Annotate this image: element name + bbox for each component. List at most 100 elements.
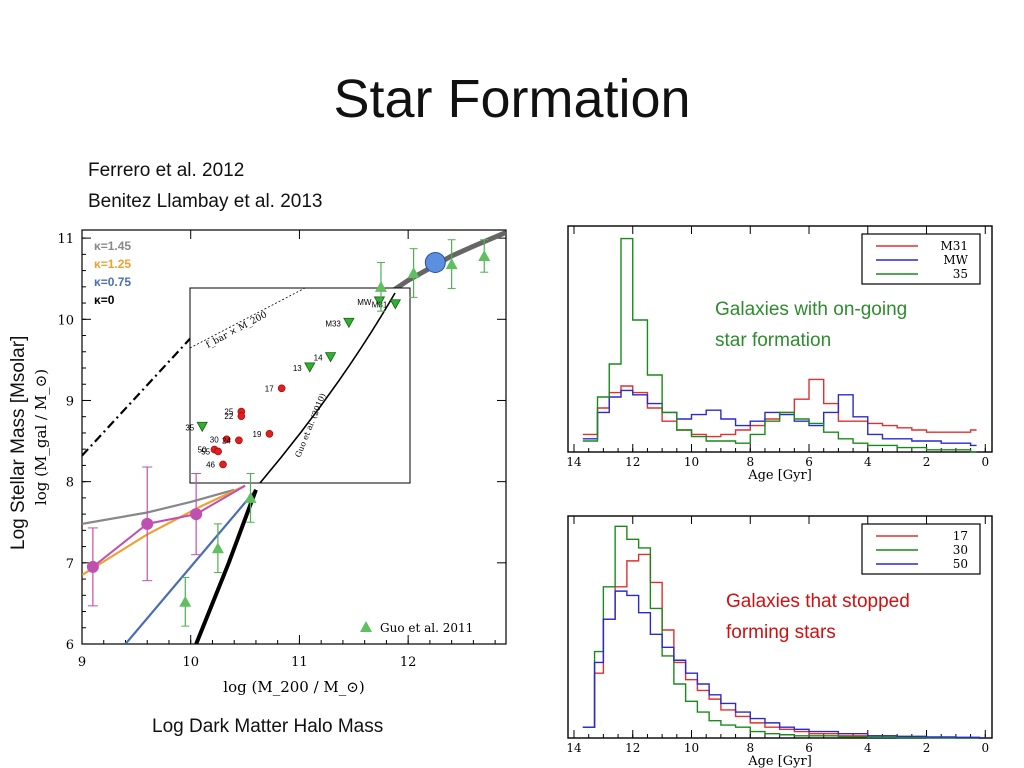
inset-galaxy-55 — [214, 447, 222, 456]
inset-galaxy-19 — [265, 429, 274, 438]
inset-guo-curve — [259, 292, 396, 484]
y-tick-label: 6 — [66, 638, 74, 653]
guo-point — [179, 595, 192, 607]
stopped-sf-caption-line-1: Galaxies that stopped — [726, 591, 910, 612]
inset-label-22: 22 — [224, 412, 233, 421]
inset-label-50: 50 — [198, 446, 207, 455]
hist-x-axis-label: Age [Gyr] — [747, 468, 812, 482]
y-tick-label: 10 — [57, 313, 74, 328]
guo-legend-marker — [360, 621, 372, 632]
hist-legend-label-1: MW — [943, 253, 968, 267]
stellar-mass-axis-title: Log Stellar Mass [Msolar] — [8, 335, 29, 550]
hist-series-M31 — [582, 378, 977, 438]
hist-legend-box — [861, 233, 981, 285]
hist-legend-box — [861, 523, 981, 575]
inset-galaxy-24 — [235, 436, 243, 445]
hist-legend-label-0: M31 — [940, 239, 968, 253]
inset-galaxy-35 — [196, 421, 208, 433]
hist-x-tick-label: 10 — [684, 741, 699, 755]
dwarf-point — [86, 560, 99, 573]
inset-label-MW: MW — [357, 298, 372, 307]
inset-label-25: 25 — [224, 408, 233, 417]
plot-frame — [81, 229, 507, 645]
inset-galaxy-14 — [324, 352, 337, 363]
hist-x-tick-label: 14 — [566, 741, 582, 755]
inset-galaxy-22 — [237, 412, 246, 420]
inset-galaxy-MW — [373, 296, 386, 307]
inset-galaxy-46 — [219, 460, 227, 469]
hist-x-tick-label: 6 — [805, 741, 813, 755]
y-tick-label: 8 — [66, 476, 74, 491]
guo-point — [478, 249, 491, 261]
inset-label-19: 19 — [253, 430, 262, 439]
hist-x-tick-label: 0 — [981, 455, 989, 469]
inset-label-14: 14 — [314, 354, 323, 363]
milky-way-marker — [424, 251, 446, 273]
dwarf-point — [190, 508, 203, 521]
dwarf-point — [141, 517, 154, 530]
hist-series-30 — [582, 525, 986, 739]
legend-entry-2: κ=0.75 — [94, 275, 131, 289]
reference-1: Ferrero et al. 2012 — [88, 160, 245, 181]
halo-mass-axis-title: Log Dark Matter Halo Mass — [152, 716, 384, 737]
hist-series-50 — [582, 590, 986, 739]
hist-x-tick-label: 12 — [625, 741, 640, 755]
inset-frame — [189, 287, 411, 484]
inset-galaxy-M31 — [389, 299, 402, 310]
hist-x-tick-label: 2 — [923, 741, 931, 755]
hist-x-tick-label: 8 — [746, 455, 754, 469]
guo-point — [244, 491, 257, 503]
hist-x-axis-label: Age [Gyr] — [747, 754, 812, 768]
hist-x-tick-label: 4 — [864, 455, 872, 469]
x-tick-label: 9 — [78, 655, 86, 670]
guo-point — [211, 542, 224, 554]
legend-entry-0: κ=1.45 — [94, 239, 131, 253]
hist-x-tick-label: 2 — [923, 455, 931, 469]
x-tick-label: 11 — [291, 655, 308, 670]
hist-legend-label-0: 17 — [953, 529, 968, 543]
hist-series-MW — [582, 389, 977, 447]
inset-galaxy-13 — [304, 362, 316, 373]
guo-legend-label: Guo et al. 2011 — [380, 621, 473, 635]
inset-label-24: 24 — [222, 436, 231, 445]
hist-x-tick-label: 12 — [625, 455, 640, 469]
inset-label-46: 46 — [206, 460, 215, 469]
stopped-sf-caption-line-2: forming stars — [726, 622, 836, 643]
x-tick-label: 10 — [182, 655, 199, 670]
hist-x-tick-label: 6 — [805, 455, 813, 469]
inset-label-55: 55 — [201, 447, 210, 456]
model-kappa-1-45 — [82, 488, 235, 525]
reference-2: Benitez Llambay et al. 2013 — [88, 191, 323, 212]
model-kappa-1-25 — [82, 484, 246, 576]
hist-x-tick-label: 14 — [566, 455, 582, 469]
y-tick-label: 7 — [66, 557, 74, 572]
inset-galaxy-17 — [277, 384, 286, 393]
inset-label-35: 35 — [185, 423, 194, 432]
ongoing-sf-caption-line-2: star formation — [715, 330, 832, 351]
ongoing-sf-caption: Galaxies with on-going star formation — [715, 294, 907, 356]
inset-label-M31: M31 — [372, 301, 388, 310]
ongoing-sf-caption-line-1: Galaxies with on-going — [715, 299, 908, 320]
guo-point — [374, 280, 387, 292]
inset-label-30: 30 — [210, 435, 219, 444]
stopped-sf-caption: Galaxies that stopped forming stars — [726, 586, 910, 648]
hist-legend-label-1: 30 — [953, 543, 968, 557]
legend-entry-3: κ=0 — [94, 293, 115, 307]
plot-area — [82, 230, 506, 644]
hist-legend-label-2: 50 — [953, 557, 968, 571]
x-axis-label: log (M_200 / M_⊙) — [223, 678, 364, 696]
inset-label-M33: M33 — [325, 319, 341, 328]
hist-legend-label-2: 35 — [953, 267, 968, 281]
y-tick-label: 11 — [57, 232, 74, 247]
hist-x-tick-label: 0 — [981, 741, 989, 755]
inset-label-17: 17 — [265, 384, 274, 393]
slide-title: Star Formation — [333, 69, 691, 129]
inset-galaxy-M33 — [343, 317, 355, 329]
stellar-halo-mass-plot: 9 10 11 12 6 7 8 9 10 11 log (M_200 / M_⊙) log (M_g… — [32, 229, 507, 696]
model-kappa-0-75 — [124, 489, 257, 644]
y-axis-label: log (M_gal / M_⊙) — [32, 369, 50, 505]
hist-x-tick-label: 8 — [746, 741, 754, 755]
legend-entry-1: κ=1.25 — [94, 257, 131, 271]
inset-label-13: 13 — [293, 364, 302, 373]
